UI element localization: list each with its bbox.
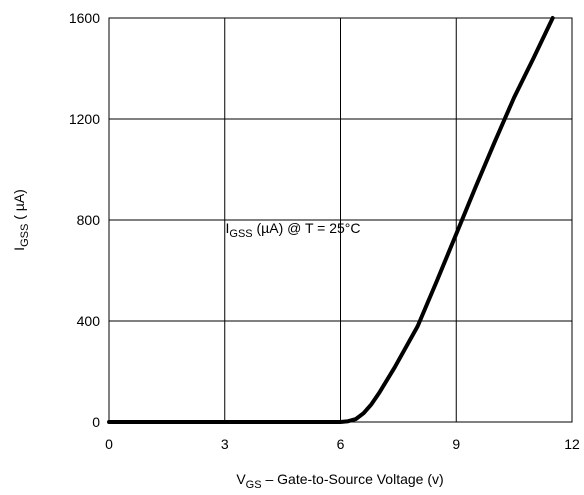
y-axis-title-sub: GSS (19, 224, 31, 247)
series-line-igss (107, 16, 555, 424)
x-tick-label-1: 3 (221, 436, 229, 452)
y-axis-title: IGSS ( µA) (11, 189, 31, 251)
x-tick-label-2: 6 (337, 436, 345, 452)
y-tick-label-4: 1600 (69, 10, 100, 26)
y-axis-title-main: I (11, 247, 27, 251)
x-tick-label-0: 0 (105, 436, 113, 452)
annotation-rest: (µA) @ T = 25°C (253, 220, 361, 236)
grid-lines (109, 18, 572, 422)
x-axis-title-main: V (236, 471, 246, 487)
x-tick-label-4: 12 (564, 436, 580, 452)
x-axis-title-sub: GS (246, 479, 262, 491)
y-axis-title-rest: ( µA) (11, 189, 27, 224)
x-tick-labels: 0 3 6 9 12 (105, 436, 580, 452)
chart-annotation: IGSS (µA) @ T = 25°C (226, 220, 361, 240)
annotation-main: I (226, 220, 230, 236)
y-tick-labels: 0 400 800 1200 1600 (69, 10, 100, 430)
x-axis-title-rest: – Gate-to-Source Voltage (v) (262, 471, 444, 487)
x-tick-label-3: 9 (452, 436, 460, 452)
annotation-sub: GSS (229, 228, 252, 240)
y-tick-label-2: 800 (77, 212, 101, 228)
x-axis-title: VGS – Gate-to-Source Voltage (v) (236, 471, 443, 491)
y-tick-label-3: 1200 (69, 111, 100, 127)
y-tick-label-0: 0 (92, 414, 100, 430)
y-tick-label-1: 400 (77, 313, 101, 329)
